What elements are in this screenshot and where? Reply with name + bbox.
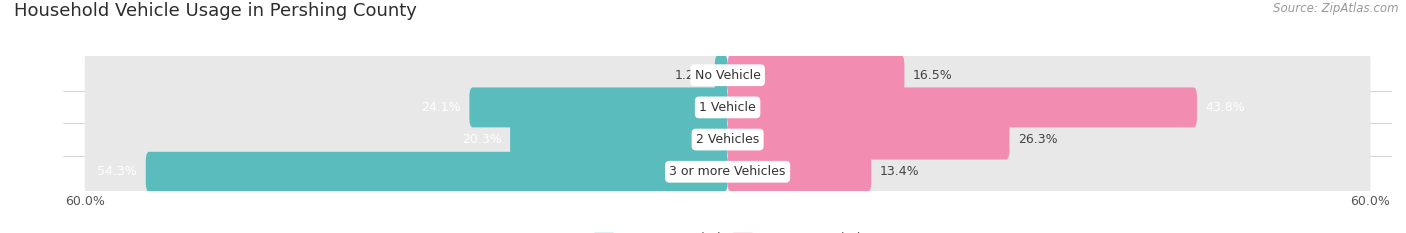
Text: 2 Vehicles: 2 Vehicles bbox=[696, 133, 759, 146]
Text: 16.5%: 16.5% bbox=[912, 69, 953, 82]
FancyBboxPatch shape bbox=[728, 49, 1371, 101]
Legend: Owner-occupied, Renter-occupied: Owner-occupied, Renter-occupied bbox=[589, 227, 866, 233]
Text: 43.8%: 43.8% bbox=[1205, 101, 1246, 114]
Text: Source: ZipAtlas.com: Source: ZipAtlas.com bbox=[1274, 2, 1399, 15]
Text: 26.3%: 26.3% bbox=[1018, 133, 1057, 146]
Text: 54.3%: 54.3% bbox=[97, 165, 138, 178]
FancyBboxPatch shape bbox=[728, 82, 1371, 133]
FancyBboxPatch shape bbox=[84, 49, 728, 101]
Text: 13.4%: 13.4% bbox=[880, 165, 920, 178]
FancyBboxPatch shape bbox=[728, 114, 1371, 165]
FancyBboxPatch shape bbox=[728, 55, 904, 95]
FancyBboxPatch shape bbox=[510, 120, 728, 160]
FancyBboxPatch shape bbox=[728, 146, 1371, 198]
Text: 3 or more Vehicles: 3 or more Vehicles bbox=[669, 165, 786, 178]
Text: No Vehicle: No Vehicle bbox=[695, 69, 761, 82]
Text: 1 Vehicle: 1 Vehicle bbox=[699, 101, 756, 114]
FancyBboxPatch shape bbox=[728, 120, 1010, 160]
FancyBboxPatch shape bbox=[84, 146, 728, 198]
Text: 20.3%: 20.3% bbox=[461, 133, 502, 146]
FancyBboxPatch shape bbox=[84, 114, 728, 165]
FancyBboxPatch shape bbox=[84, 82, 728, 133]
FancyBboxPatch shape bbox=[470, 87, 728, 127]
FancyBboxPatch shape bbox=[728, 87, 1197, 127]
Text: Household Vehicle Usage in Pershing County: Household Vehicle Usage in Pershing Coun… bbox=[14, 2, 418, 20]
FancyBboxPatch shape bbox=[728, 152, 872, 192]
FancyBboxPatch shape bbox=[146, 152, 728, 192]
Text: 1.2%: 1.2% bbox=[675, 69, 706, 82]
FancyBboxPatch shape bbox=[714, 55, 728, 95]
Text: 24.1%: 24.1% bbox=[422, 101, 461, 114]
